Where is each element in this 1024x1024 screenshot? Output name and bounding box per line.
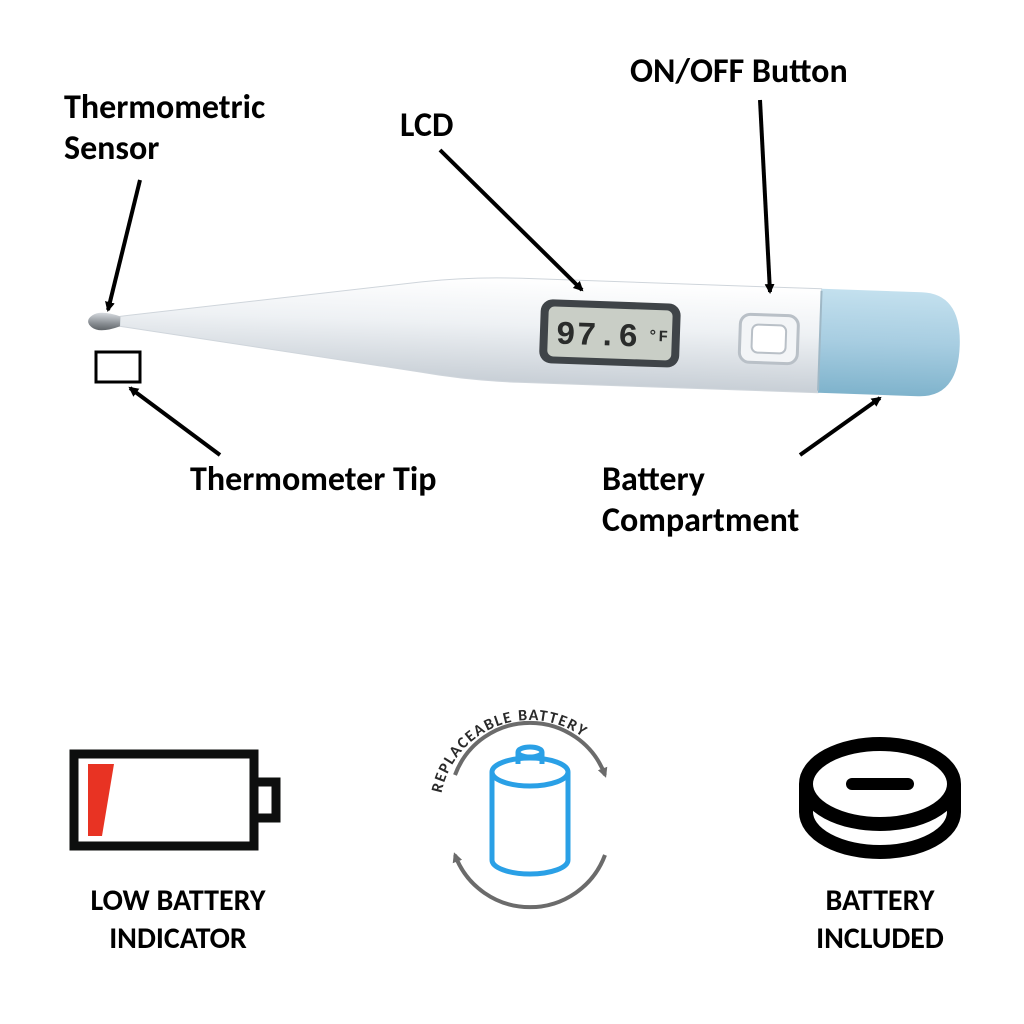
arrow-battery [800,398,880,455]
thermometer-body [118,264,821,392]
arrow-lcd [440,150,582,290]
infographic-canvas: Thermometric Sensor LCD ON/OFF Button Th… [0,0,1024,1024]
thermometer: 97.6 °F [86,263,961,397]
battery-included-icon [790,730,970,870]
thermometer-lcd: 97.6 °F [539,299,681,368]
lcd-unit: °F [648,328,670,347]
arrow-onoff [760,100,770,292]
replaceable-battery-icon: REPLACEABLE BATTERY [400,680,660,940]
arrow-sensor [108,180,140,310]
thermometer-sensor-tip [88,312,121,331]
thermometer-onoff-button [739,314,799,364]
caption-low-battery: LOW BATTERY INDICATOR [48,882,308,957]
arrow-tip [130,388,220,455]
low-battery-icon [68,740,288,860]
tip-marker [96,352,140,382]
diagram-svg: 97.6 °F [0,0,1024,620]
lcd-value: 97.6 [555,317,639,357]
thermometer-cap [818,289,962,398]
caption-battery-included: BATTERY INCLUDED [770,882,990,957]
